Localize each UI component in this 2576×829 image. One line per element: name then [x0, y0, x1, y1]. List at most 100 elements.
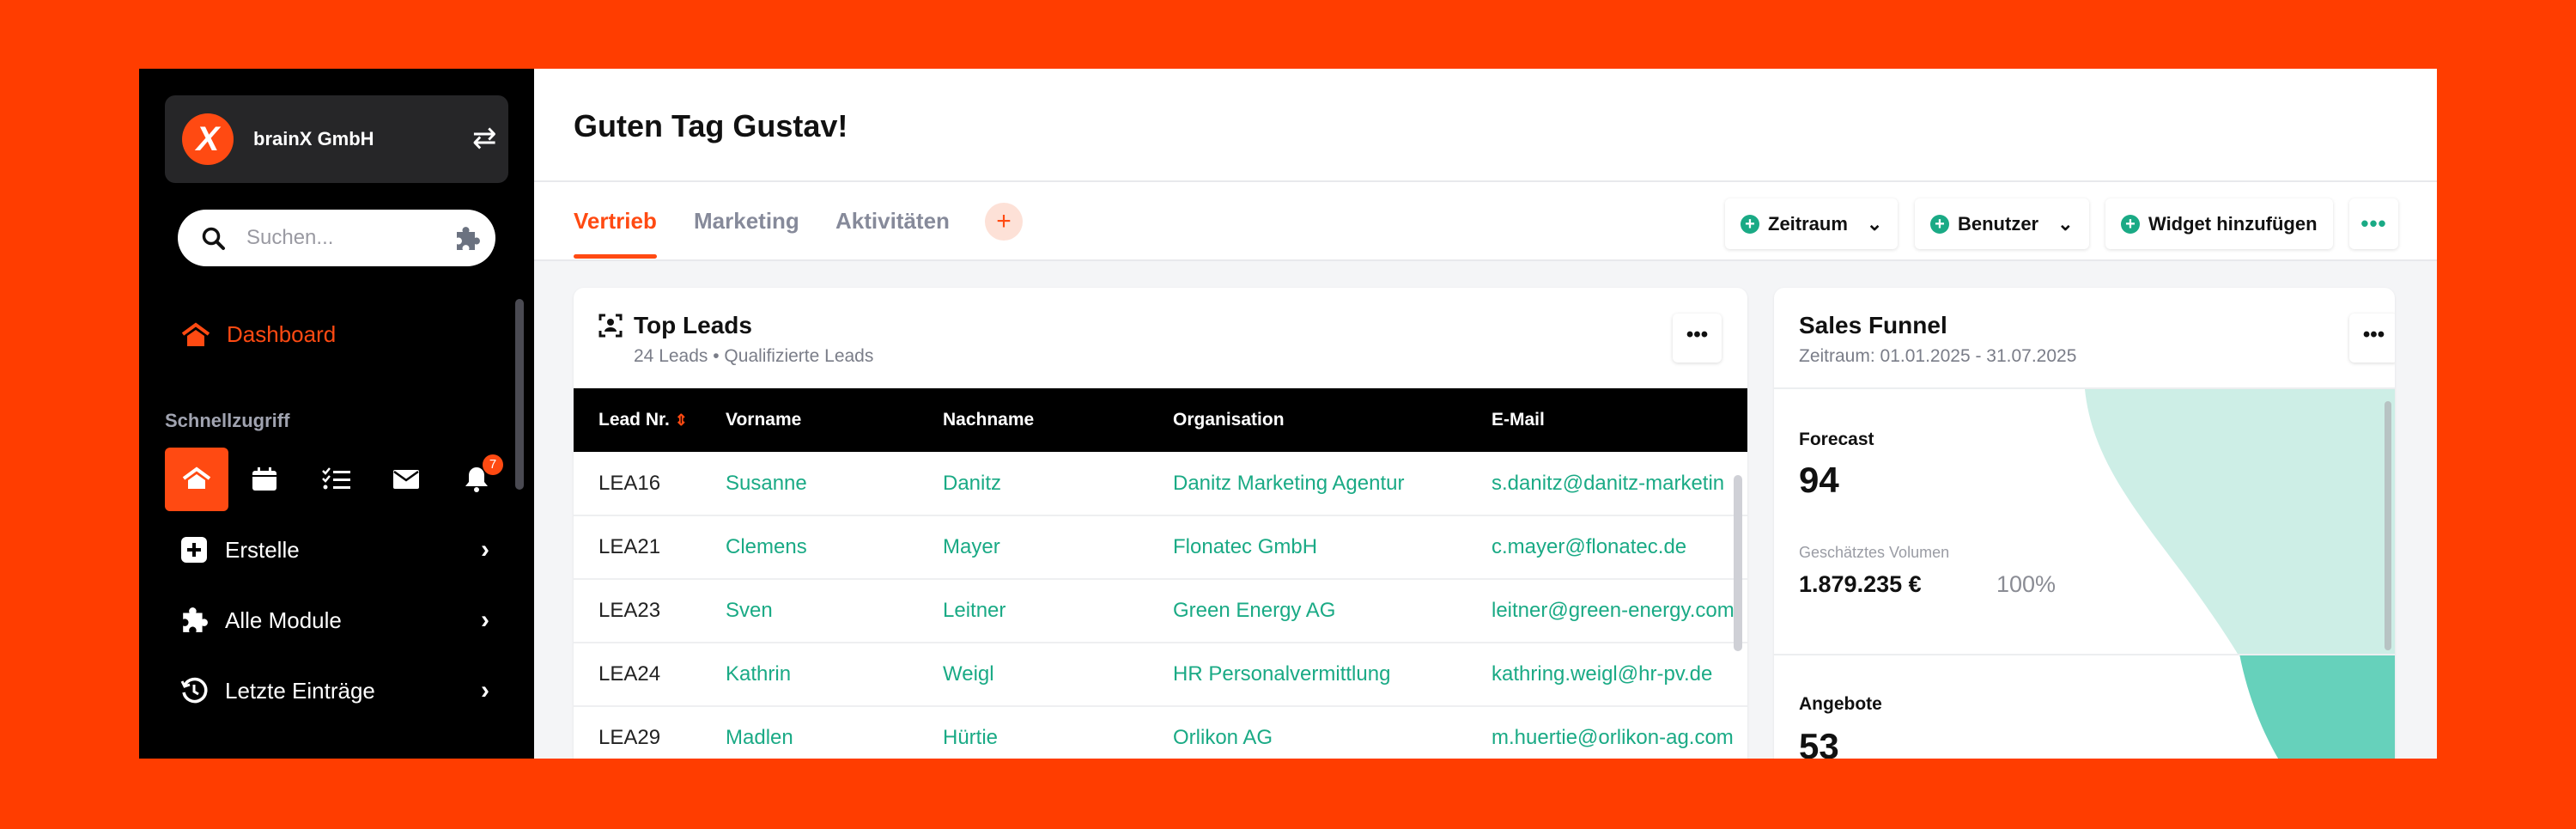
add-widget-button[interactable]: + Widget hinzufügen [2105, 198, 2333, 249]
company-name: brainX GmbH [253, 128, 374, 149]
forecast-count: 94 [1799, 460, 1839, 500]
history-icon [180, 677, 208, 704]
column-header-organisation[interactable]: Organisation [1173, 388, 1492, 452]
first-name-cell[interactable]: Madlen [726, 706, 943, 759]
table-header-row: Lead Nr. ⇕ Vorname Nachname Organisation… [574, 388, 1747, 452]
table-row[interactable]: LEA23 Sven Leitner Green Energy AG leitner@g… [574, 579, 1747, 643]
header: Guten Tag Gustav! [534, 69, 2437, 182]
divider [1774, 387, 2395, 389]
chevron-right-icon: › [481, 676, 489, 704]
quick-home-button[interactable] [165, 448, 228, 511]
zeitraum-label: Zeitraum [1768, 212, 1848, 235]
quick-mail-button[interactable] [374, 448, 438, 511]
lead-id-cell: LEA23 [574, 579, 726, 643]
top-leads-card: Top Leads 24 Leads • Qualifizierte Leads… [574, 288, 1747, 759]
email-cell[interactable]: kathring.weigl@hr-pv.de [1492, 643, 1747, 707]
plus-square-icon [181, 537, 207, 563]
app-window: X brainX GmbH ⇄ Dashboard Schnellzugriff [139, 69, 2437, 759]
bell-icon [465, 467, 488, 492]
top-leads-more-button[interactable]: ••• [1673, 314, 1722, 363]
search-input[interactable] [246, 222, 435, 254]
tab-bar: Vertrieb Marketing Aktivitäten + + Zeitra… [534, 182, 2437, 261]
lead-id-cell: LEA16 [574, 452, 726, 516]
tab-vertrieb[interactable]: Vertrieb [574, 208, 657, 259]
tab-marketing[interactable]: Marketing [694, 208, 799, 234]
funnel-stage-forecast [2085, 389, 2395, 654]
quick-tasks-button[interactable] [305, 448, 368, 511]
last-name-cell[interactable]: Weigl [943, 643, 1173, 707]
organisation-cell[interactable]: Danitz Marketing Agentur [1173, 452, 1492, 516]
sidebar-item-letzte-eintraege[interactable]: Letzte Einträge › [180, 665, 489, 716]
sidebar: X brainX GmbH ⇄ Dashboard Schnellzugriff [139, 69, 534, 759]
email-cell[interactable]: s.danitz@danitz-marketin [1492, 452, 1747, 516]
search-icon [202, 227, 225, 250]
sidebar-item-erstelle[interactable]: Erstelle › [180, 524, 489, 576]
chevron-right-icon: › [481, 535, 489, 564]
sales-funnel-more-button[interactable]: ••• [2349, 314, 2395, 363]
company-switcher[interactable]: X brainX GmbH ⇄ [165, 95, 508, 183]
funnel-shape [2085, 389, 2395, 759]
organisation-cell[interactable]: Flonatec GmbH [1173, 515, 1492, 580]
nav-label: Alle Module [225, 607, 342, 633]
lead-id-cell: LEA21 [574, 515, 726, 580]
organisation-cell[interactable]: HR Personalvermittlung [1173, 643, 1492, 707]
email-cell[interactable]: c.mayer@flonatec.de [1492, 515, 1747, 580]
first-name-cell[interactable]: Sven [726, 579, 943, 643]
main-content: Guten Tag Gustav! Vertrieb Marketing Akt… [534, 69, 2437, 759]
chevron-down-icon: ⌄ [1866, 212, 1883, 235]
email-cell[interactable]: leitner@green-energy.com [1492, 579, 1747, 643]
email-cell[interactable]: m.huertie@orlikon-ag.com [1492, 706, 1747, 759]
volume-value: 1.879.235 € [1799, 571, 1922, 597]
last-name-cell[interactable]: Mayer [943, 515, 1173, 580]
first-name-cell[interactable]: Clemens [726, 515, 943, 580]
more-button[interactable]: ••• [2349, 198, 2398, 249]
column-header-vorname[interactable]: Vorname [726, 388, 943, 452]
table-row[interactable]: LEA24 Kathrin Weigl HR Personalvermittlung k… [574, 643, 1747, 707]
forecast-label: Forecast [1799, 430, 1874, 449]
nav-label: Letzte Einträge [225, 677, 375, 704]
quick-calendar-button[interactable] [233, 448, 296, 511]
last-name-cell[interactable]: Hürtie [943, 706, 1173, 759]
funnel-stage-angebote [2239, 654, 2395, 759]
table-scrollbar[interactable] [1734, 475, 1742, 651]
table-row[interactable]: LEA21 Clemens Mayer Flonatec GmbH c.mayer@fl… [574, 515, 1747, 580]
first-name-cell[interactable]: Kathrin [726, 643, 943, 707]
chevron-down-icon: ⌄ [2057, 212, 2074, 235]
company-logo: X [182, 113, 234, 165]
sort-icon[interactable]: ⇕ [674, 411, 688, 429]
last-name-cell[interactable]: Danitz [943, 452, 1173, 516]
swap-icon[interactable]: ⇄ [472, 122, 497, 155]
add-tab-button[interactable]: + [985, 203, 1023, 241]
benutzer-button[interactable]: + Benutzer ⌄ [1915, 198, 2089, 249]
lead-id-cell: LEA29 [574, 706, 726, 759]
angebote-label: Angebote [1799, 694, 1882, 714]
last-name-cell[interactable]: Leitner [943, 579, 1173, 643]
funnel-scrollbar[interactable] [2385, 401, 2391, 650]
first-name-cell[interactable]: Susanne [726, 452, 943, 516]
angebote-count: 53 [1799, 726, 1839, 759]
column-header-email[interactable]: E-Mail [1492, 388, 1747, 452]
table-row[interactable]: LEA29 Madlen Hürtie Orlikon AG m.huertie@orl… [574, 706, 1747, 759]
sales-funnel-subtitle: Zeitraum: 01.01.2025 - 31.07.2025 [1799, 346, 2077, 366]
calendar-icon [252, 467, 276, 491]
table-row[interactable]: LEA16 Susanne Danitz Danitz Marketing Agent… [574, 452, 1747, 516]
sidebar-item-alle-module[interactable]: Alle Module › [180, 594, 489, 646]
lead-id-cell: LEA24 [574, 643, 726, 707]
puzzle-icon[interactable] [454, 227, 480, 251]
plus-circle-icon: + [2121, 214, 2140, 234]
puzzle-icon [183, 607, 208, 632]
zeitraum-button[interactable]: + Zeitraum ⌄ [1725, 198, 1899, 249]
organisation-cell[interactable]: Orlikon AG [1173, 706, 1492, 759]
volume-label: Geschätztes Volumen [1799, 544, 1950, 561]
leads-table: Lead Nr. ⇕ Vorname Nachname Organisation… [574, 388, 1747, 759]
column-header-nachname[interactable]: Nachname [943, 388, 1173, 452]
column-header-lead-nr[interactable]: Lead Nr. ⇕ [574, 388, 726, 452]
plus-circle-icon: + [1930, 214, 1949, 234]
sidebar-item-dashboard[interactable]: Dashboard [180, 321, 336, 348]
top-leads-title: Top Leads [634, 312, 752, 338]
sidebar-scrollbar[interactable] [515, 299, 524, 490]
organisation-cell[interactable]: Green Energy AG [1173, 579, 1492, 643]
add-widget-label: Widget hinzufügen [2148, 212, 2318, 235]
tab-aktivitaeten[interactable]: Aktivitäten [835, 208, 950, 234]
quick-notifications-button[interactable]: 7 [445, 448, 508, 511]
